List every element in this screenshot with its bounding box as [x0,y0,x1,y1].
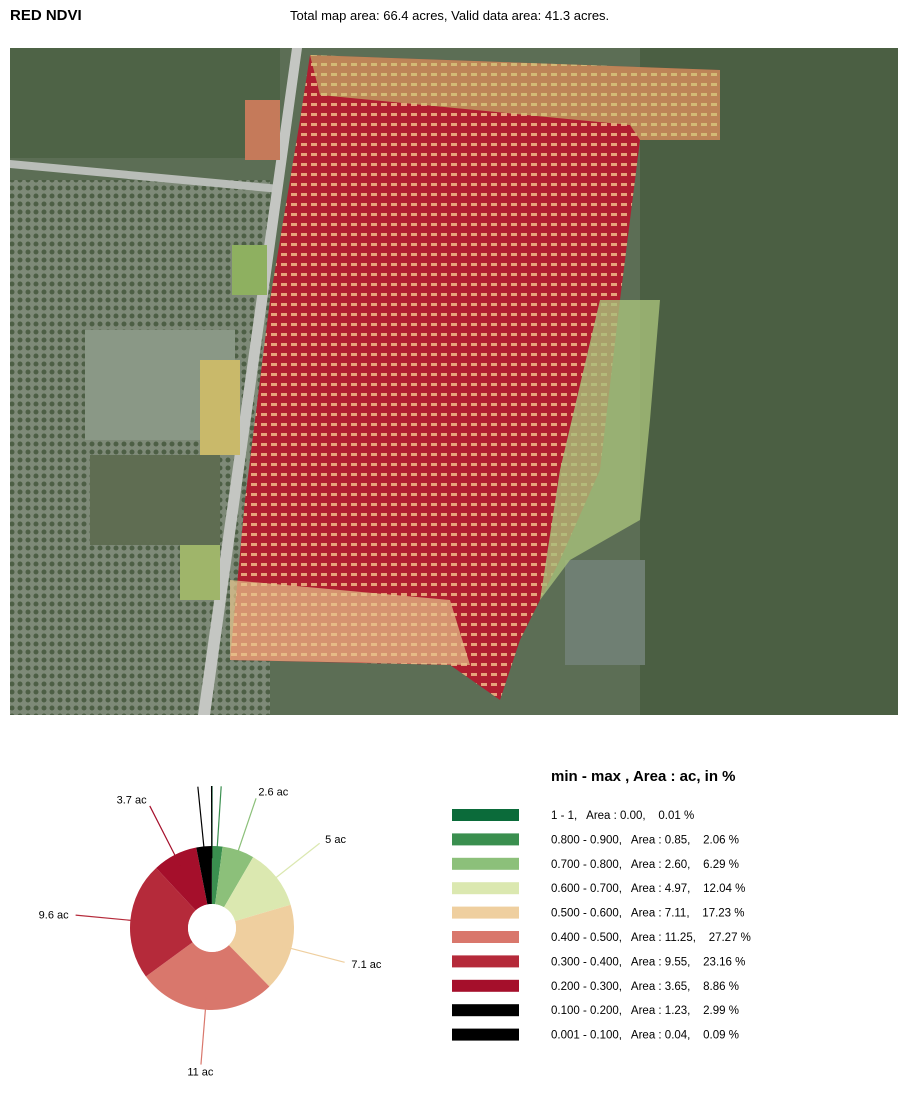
legend-swatch [452,955,519,967]
legend-swatch [452,1029,519,1041]
legend-entry: 0.600 - 0.700, Area : 4.97, 12.04 % [551,883,745,895]
pie-hole [188,904,236,952]
area-summary: Total map area: 66.4 acres, Valid data a… [290,8,609,23]
ndvi-map [10,48,898,715]
legend-swatch [452,882,519,894]
legend-entry: 0.500 - 0.600, Area : 7.11, 17.23 % [551,908,745,920]
slice-label: 2.6 ac [258,787,288,799]
legend-swatch [452,809,519,821]
legend-entry: 0.300 - 0.400, Area : 9.55, 23.16 % [551,956,745,968]
legend-entry: 0.400 - 0.500, Area : 11.25, 27.27 % [551,932,751,944]
legend-title: min - max , Area : ac, in % [551,768,736,785]
legend-swatch [452,833,519,845]
legend-swatch [452,858,519,870]
legend-entry: 0.100 - 0.200, Area : 1.23, 2.99 % [551,1005,739,1017]
leader-line [234,798,256,862]
legend-entry: 0.200 - 0.300, Area : 3.65, 8.86 % [551,981,739,993]
legend-entry: 1 - 1, Area : 0.00, 0.01 % [551,810,694,822]
legend: 1 - 1, Area : 0.00, 0.01 % 0.800 - 0.900,… [452,809,751,1042]
legend-swatch [452,1004,519,1016]
legend-entry: 0.700 - 0.800, Area : 2.60, 6.29 % [551,859,739,871]
legend-entry: 0.800 - 0.900, Area : 0.85, 2.06 % [551,834,739,846]
report-title: RED NDVI [10,7,82,24]
legend-swatch [452,980,519,992]
legend-entry: 0.001 - 0.100, Area : 0.04, 0.09 % [551,1030,739,1042]
slice-label: 9.6 ac [39,909,69,921]
slice-label: 3.7 ac [117,795,147,807]
legend-swatch [452,907,519,919]
slice-label: 5 ac [325,834,346,846]
pie-chart: 2.6 ac 5 ac 7.1 ac 11 ac 9.6 ac 3.7 ac [39,786,382,1079]
slice-label: 11 ac [187,1067,214,1079]
legend-swatch [452,931,519,943]
leader-line [267,843,320,885]
slice-label: 7.1 ac [351,959,381,971]
leader-line [150,806,181,866]
